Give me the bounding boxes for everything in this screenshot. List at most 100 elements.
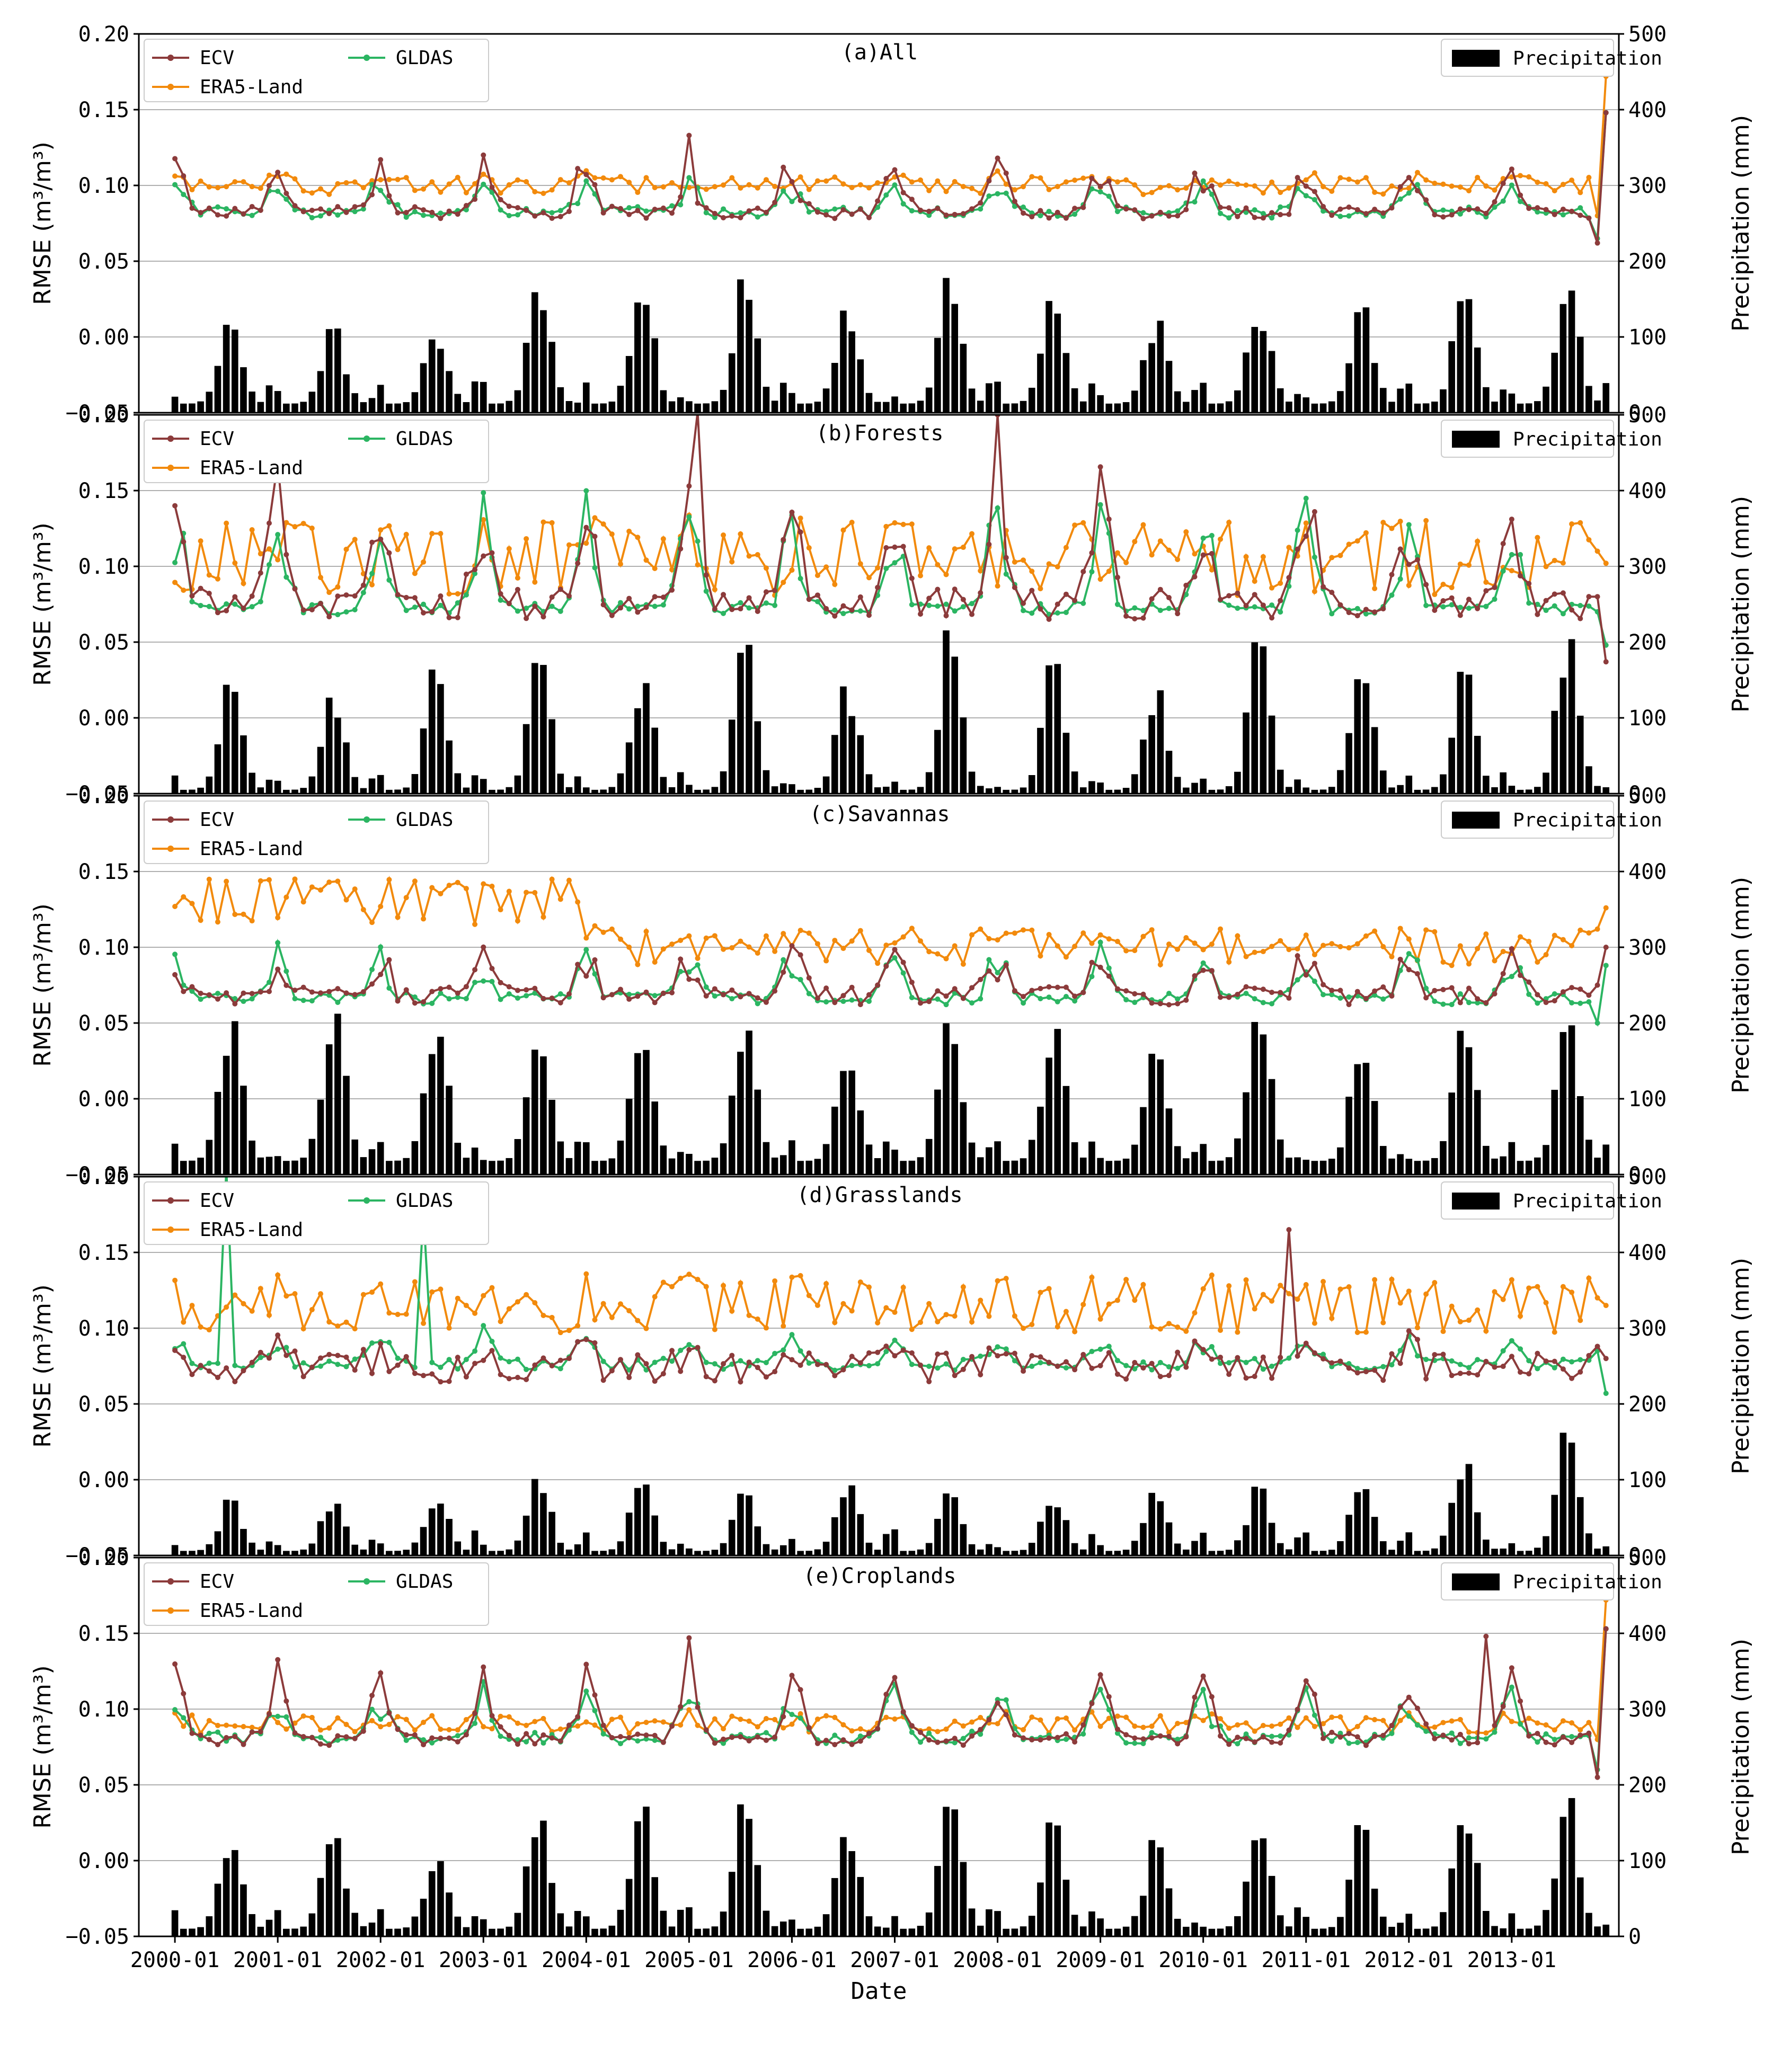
- precip-bar: [171, 396, 179, 413]
- ecv-point: [1354, 989, 1360, 994]
- ytick-left-label: 0.05: [78, 1392, 129, 1417]
- era5-point: [1586, 1720, 1592, 1726]
- ecv-point: [1380, 210, 1386, 216]
- era5-legend-marker: [167, 846, 174, 852]
- era5-point: [335, 1715, 341, 1721]
- ecv-point: [1029, 588, 1035, 593]
- era5-point: [1226, 959, 1232, 965]
- era5-point: [1440, 959, 1446, 965]
- precip-bar: [1345, 733, 1352, 794]
- precip-bar: [591, 1161, 598, 1175]
- era5-point: [1483, 1730, 1489, 1736]
- ecv-point: [326, 1742, 332, 1748]
- era5-point: [300, 1326, 306, 1332]
- precip-bar: [1388, 787, 1395, 794]
- era5-point: [1132, 948, 1138, 954]
- precip-bar: [1337, 391, 1344, 413]
- era5-point: [1235, 1722, 1241, 1728]
- ecv-point: [626, 211, 632, 217]
- era5-point: [935, 562, 941, 567]
- gldas-point: [832, 1367, 838, 1373]
- ecv-point: [729, 987, 735, 993]
- precip-bar: [411, 392, 419, 413]
- precip-bar: [694, 1928, 701, 1936]
- era5-point: [600, 1301, 606, 1306]
- era5-point: [1603, 905, 1609, 911]
- ecv-point: [429, 1371, 435, 1377]
- gldas-point: [703, 210, 709, 216]
- era5-point: [1055, 564, 1060, 570]
- era5-point: [549, 876, 555, 882]
- era5-point: [1569, 521, 1575, 527]
- ecv-point: [1457, 612, 1463, 618]
- ecv-point: [1003, 962, 1009, 968]
- era5-point: [1200, 1718, 1206, 1723]
- precip-bar: [231, 1500, 238, 1555]
- ecv-point: [1543, 1000, 1549, 1006]
- ecv-point: [1337, 1358, 1343, 1364]
- ecv-point: [1526, 1733, 1532, 1739]
- gldas-point: [515, 608, 520, 614]
- gldas-point: [1295, 977, 1300, 983]
- ytick-left-label: 0.10: [78, 936, 129, 960]
- gldas-point: [1286, 1355, 1292, 1361]
- gldas-point: [1200, 960, 1206, 966]
- ecv-point: [1406, 967, 1412, 973]
- precip-bar: [223, 684, 230, 794]
- ecv-point: [283, 552, 289, 557]
- precip-bar: [814, 1549, 821, 1555]
- ecv-point: [840, 207, 846, 212]
- precip-bar: [1483, 1540, 1490, 1555]
- gldas-point: [1157, 608, 1163, 613]
- precip-bar: [522, 1866, 530, 1936]
- gldas-point: [857, 608, 863, 614]
- ecv-point: [1380, 606, 1386, 612]
- gldas-point: [1603, 963, 1609, 968]
- ecv-point: [1526, 206, 1532, 211]
- xtick-label: 2001-01: [233, 1948, 323, 1972]
- ecv-point: [943, 1738, 949, 1744]
- ecv-point: [1063, 1731, 1069, 1737]
- precip-bar: [1517, 789, 1524, 794]
- precip-bar: [1491, 402, 1498, 413]
- precip-bar: [1054, 664, 1061, 794]
- precip-bar: [831, 1106, 838, 1175]
- precip-bar: [934, 337, 941, 413]
- era5-point: [1149, 190, 1155, 195]
- ecv-point: [1012, 584, 1017, 590]
- era5-point: [772, 1717, 778, 1722]
- ytick-left-label: −0.05: [66, 1544, 129, 1568]
- era5-point: [849, 1728, 855, 1734]
- gldas-point: [524, 993, 529, 999]
- gldas-point: [1354, 1740, 1360, 1746]
- gldas-point: [241, 999, 246, 1004]
- precip-bar: [951, 1809, 959, 1936]
- ecv-point: [318, 206, 324, 212]
- gldas-point: [1321, 208, 1326, 214]
- era5-point: [540, 1715, 546, 1721]
- panel-2: −0.050.000.050.100.150.20010020030040050…: [29, 784, 1755, 1187]
- ecv-point: [181, 539, 187, 545]
- precip-bar: [805, 789, 813, 794]
- era5-point: [626, 528, 632, 534]
- era5-point: [455, 1295, 460, 1301]
- era5-point: [1260, 190, 1266, 196]
- precip-bar: [1517, 1161, 1524, 1175]
- ecv-point: [592, 182, 598, 188]
- ecv-point: [1552, 211, 1557, 217]
- era5-point: [1372, 585, 1378, 591]
- era5-point: [429, 885, 435, 891]
- era5-point: [481, 171, 486, 177]
- era5-point: [763, 1716, 769, 1722]
- precip-bar: [917, 401, 924, 413]
- gldas-point: [1440, 207, 1446, 213]
- ecv-point: [1363, 1368, 1369, 1374]
- precip-bar: [1534, 401, 1541, 413]
- precip-bar: [583, 787, 590, 794]
- gldas-point: [1552, 991, 1557, 997]
- ecv-point: [403, 594, 409, 600]
- precip-bar: [1062, 1086, 1070, 1175]
- gldas-point: [266, 562, 272, 567]
- era5-point: [378, 177, 384, 183]
- ytick-left-label: 0.00: [78, 1087, 129, 1111]
